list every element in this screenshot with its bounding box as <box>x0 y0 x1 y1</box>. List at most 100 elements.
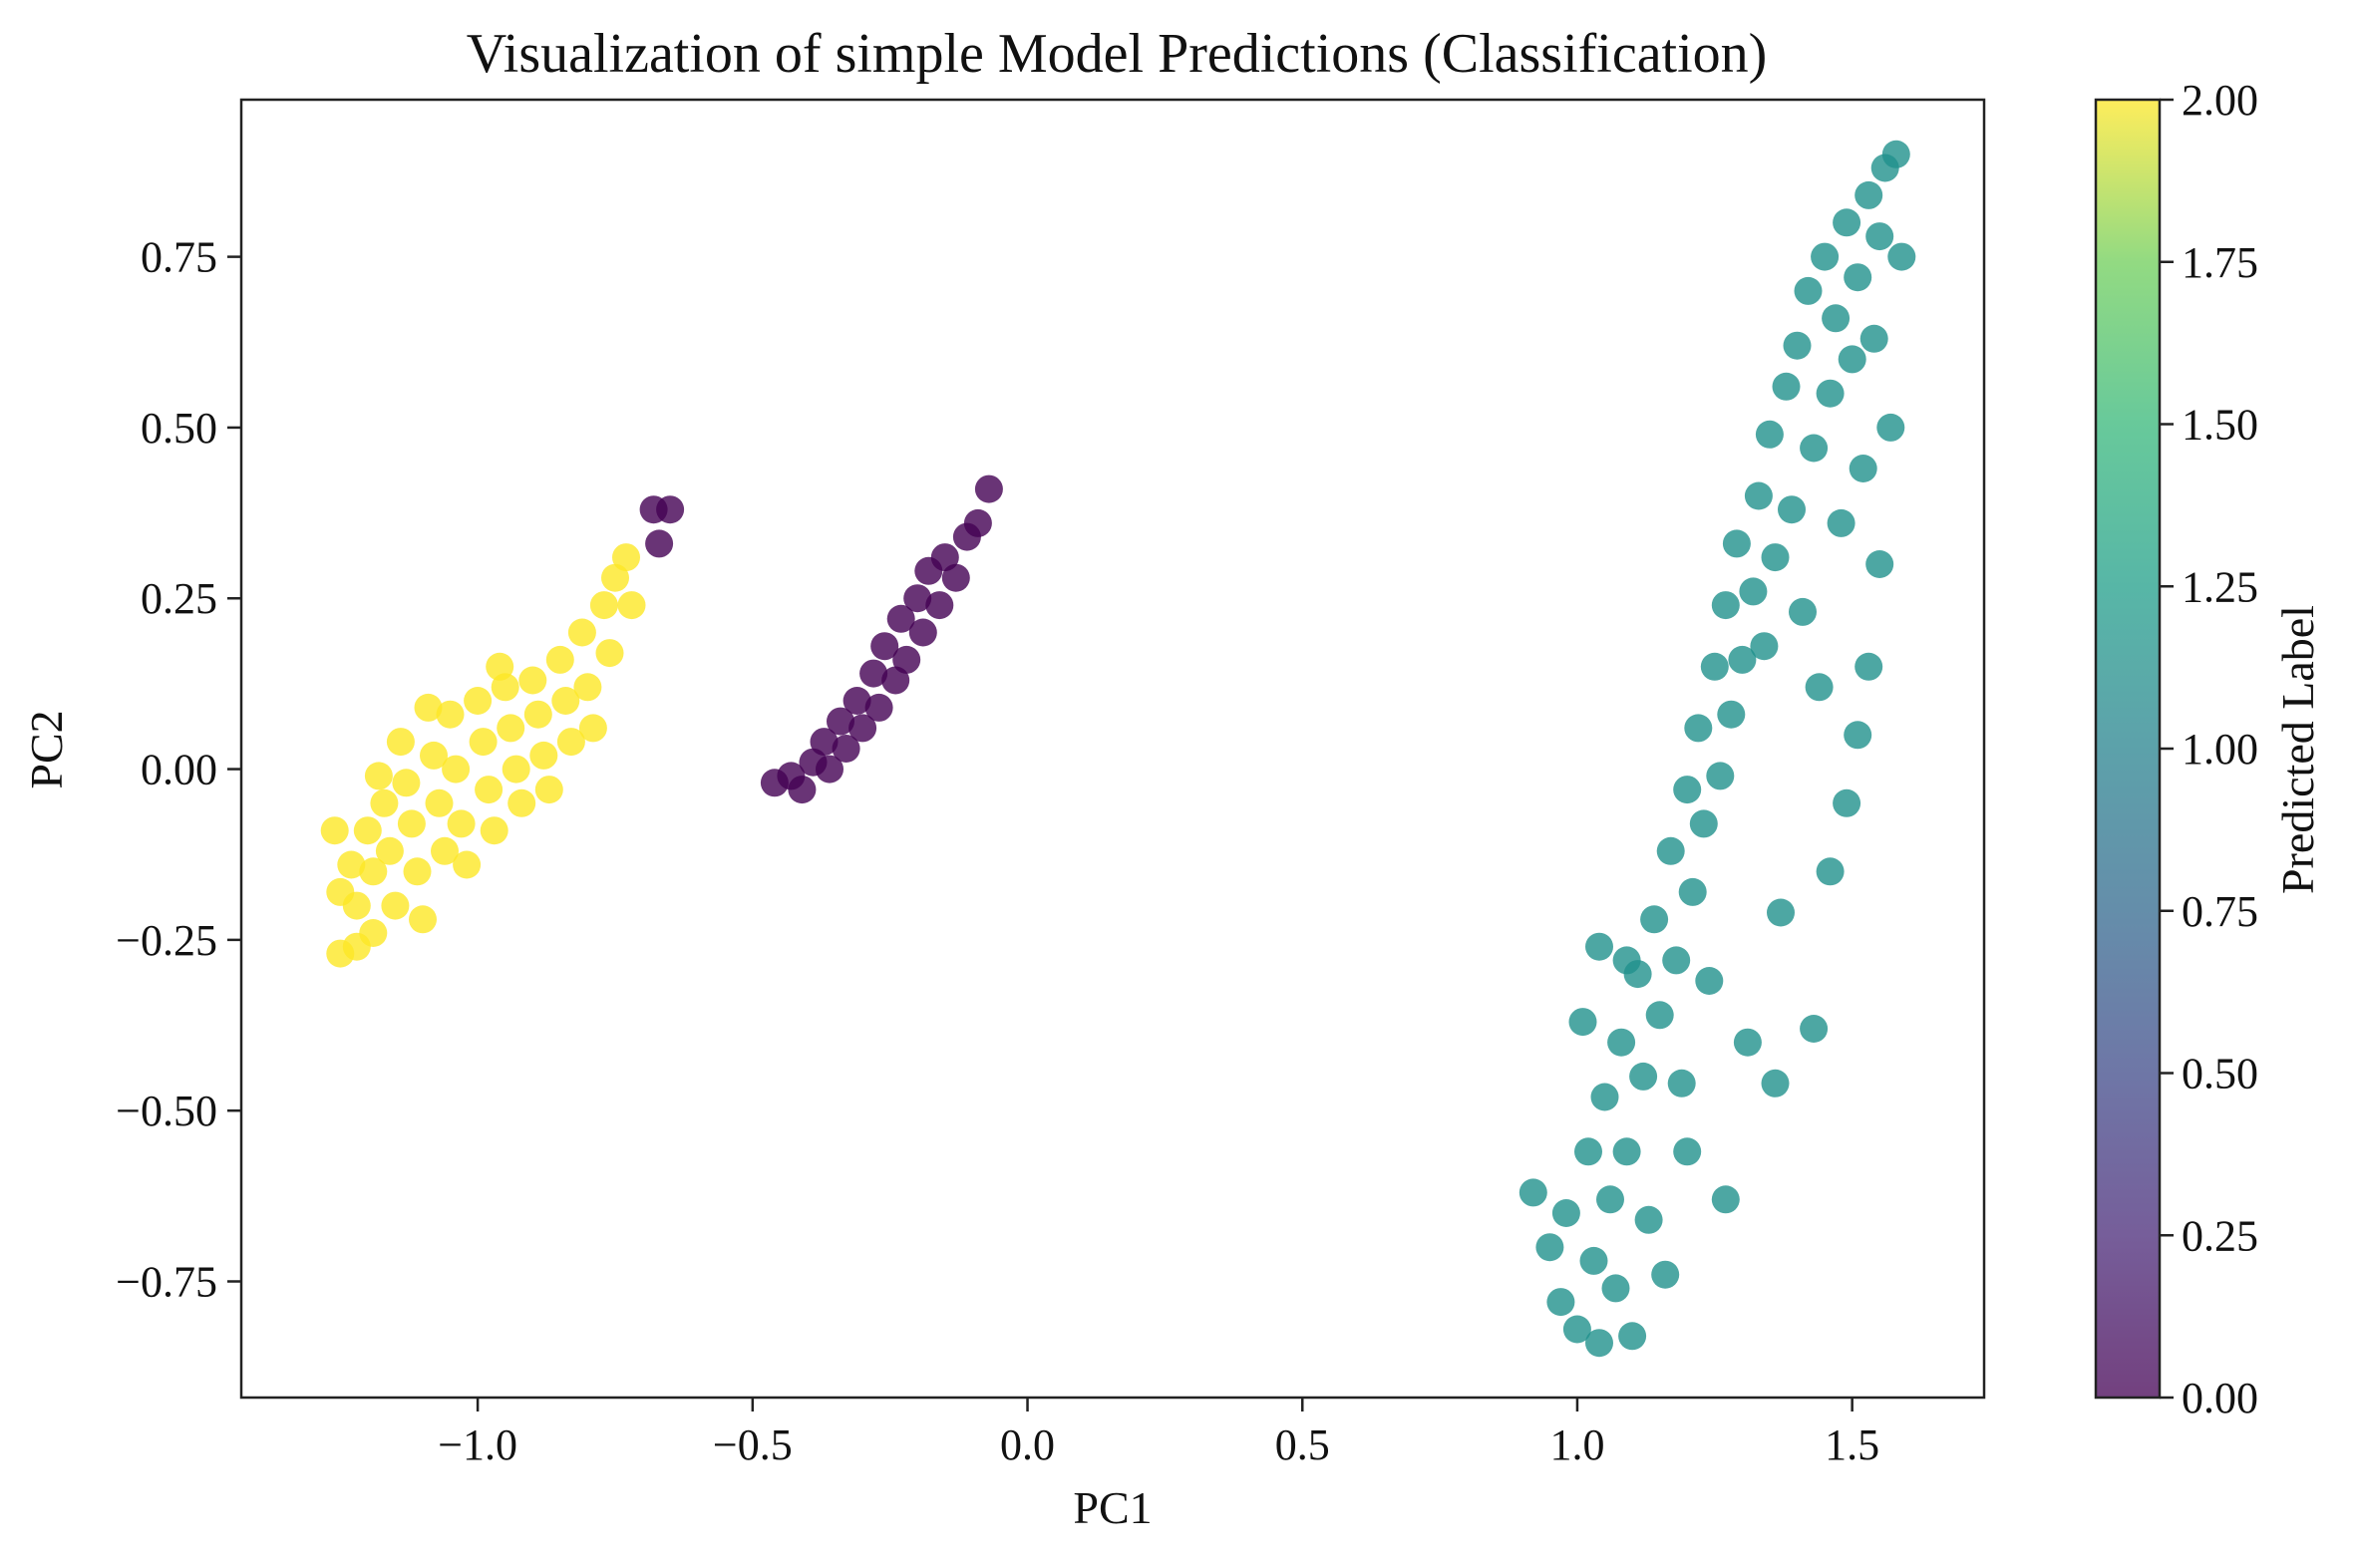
data-point <box>518 666 547 695</box>
data-point <box>1772 372 1801 401</box>
data-point <box>1640 905 1669 934</box>
data-point <box>1535 1233 1564 1262</box>
data-point <box>502 755 530 784</box>
data-point <box>497 714 525 743</box>
colorbar-tick-label: 0.50 <box>2182 1050 2258 1098</box>
x-tick-label: 1.0 <box>1549 1420 1604 1469</box>
data-point <box>1629 1062 1658 1091</box>
data-point <box>475 776 504 804</box>
data-point <box>414 693 443 722</box>
data-point <box>1695 967 1724 995</box>
data-point <box>420 741 448 770</box>
data-point <box>1750 632 1779 661</box>
data-point <box>409 905 437 934</box>
data-point <box>464 687 493 715</box>
x-tick-label: 0.0 <box>1000 1420 1055 1469</box>
data-point <box>1518 1178 1547 1207</box>
data-point <box>431 836 459 865</box>
chart-title: Visualization of simple Model Prediction… <box>467 23 1768 85</box>
data-point <box>1778 495 1806 524</box>
data-point <box>864 693 893 722</box>
data-point <box>843 687 871 715</box>
data-point <box>886 604 915 633</box>
colorbar-tick-label: 0.00 <box>2182 1374 2258 1422</box>
data-point <box>1607 1028 1636 1057</box>
data-point <box>1585 932 1613 961</box>
data-point <box>1767 898 1795 927</box>
data-point <box>529 741 558 770</box>
data-point <box>442 755 471 784</box>
data-point <box>1849 455 1877 482</box>
colorbar-axis: 0.00 0.25 0.50 0.75 1.00 1.25 1.50 1.75 2.00 <box>2160 76 2258 1422</box>
data-point <box>1805 673 1834 702</box>
points-layer <box>320 140 1916 1358</box>
data-point <box>595 639 624 668</box>
x-tick-label: −1.0 <box>438 1420 517 1469</box>
x-axis-label: PC1 <box>1073 1482 1152 1533</box>
data-point <box>1733 1028 1762 1057</box>
data-point <box>1711 1185 1740 1214</box>
data-point <box>1645 1001 1674 1030</box>
data-point <box>1865 550 1894 578</box>
colorbar-tick-label: 1.75 <box>2182 238 2258 287</box>
data-point <box>1728 645 1757 674</box>
data-point <box>601 563 629 592</box>
data-point <box>364 762 393 790</box>
data-point <box>1673 1137 1702 1166</box>
data-point <box>1706 762 1735 790</box>
data-point <box>1618 1322 1647 1351</box>
data-point <box>1827 508 1855 537</box>
data-point <box>832 735 860 763</box>
data-point <box>788 776 817 804</box>
data-point <box>1662 946 1691 975</box>
x-axis: −1.0 −0.5 0.0 0.5 1.0 1.5 <box>438 1398 1879 1469</box>
data-point <box>1678 877 1707 906</box>
data-point <box>848 714 877 743</box>
data-point <box>359 857 388 886</box>
data-point <box>1551 1199 1580 1227</box>
data-point <box>507 788 536 817</box>
data-point <box>447 809 476 838</box>
y-tick-label: 0.25 <box>141 574 217 623</box>
data-point <box>1601 1274 1630 1303</box>
data-point <box>1562 1315 1591 1344</box>
data-point <box>1816 379 1845 408</box>
data-point <box>892 645 921 674</box>
data-point <box>469 728 498 757</box>
data-point <box>453 850 482 879</box>
x-tick-label: 0.5 <box>1275 1420 1330 1469</box>
data-point <box>370 788 399 817</box>
data-point <box>1761 1069 1790 1098</box>
data-point <box>612 543 640 572</box>
y-tick-label: 0.50 <box>141 404 217 453</box>
data-point <box>1789 597 1817 626</box>
data-point <box>523 700 552 729</box>
data-point <box>1546 1288 1575 1317</box>
data-point <box>1574 1137 1602 1166</box>
data-point <box>1844 263 1872 292</box>
colorbar-tick-label: 0.75 <box>2182 887 2258 936</box>
data-point <box>403 857 432 886</box>
series-label-2 <box>320 543 646 968</box>
data-point <box>1585 1329 1613 1358</box>
x-tick-label: −0.5 <box>713 1420 793 1469</box>
series-label-0 <box>639 474 1003 804</box>
data-point <box>359 919 388 947</box>
data-point <box>1833 788 1861 817</box>
data-point <box>1794 276 1823 305</box>
data-point <box>1689 809 1718 838</box>
data-point <box>534 776 563 804</box>
y-tick-label: −0.25 <box>116 916 217 965</box>
plot-frame <box>239 98 1986 1400</box>
data-point <box>573 673 602 702</box>
data-point <box>1634 1205 1663 1234</box>
data-point <box>381 891 410 920</box>
data-point <box>1833 208 1861 237</box>
data-point <box>486 652 514 681</box>
colorbar-tick-label: 1.25 <box>2182 562 2258 611</box>
data-point <box>1711 591 1740 620</box>
data-point <box>1612 1137 1641 1166</box>
data-point <box>337 850 366 879</box>
